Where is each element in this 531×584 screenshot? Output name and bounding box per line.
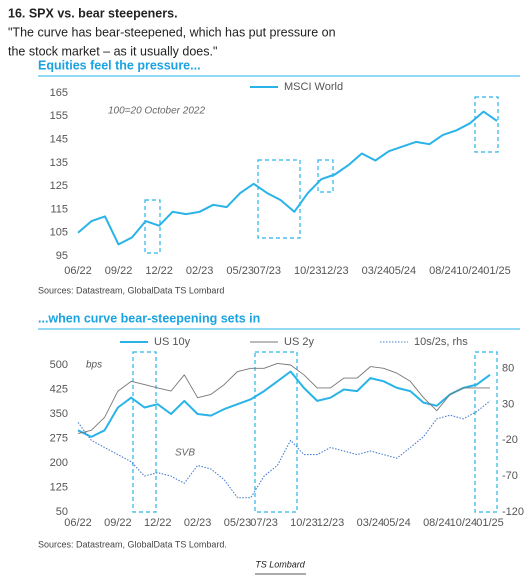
y-tick-label: 350: [50, 408, 68, 420]
y-tick-label: 165: [50, 87, 68, 99]
source: Sources: Datastream, GlobalData TS Lomba…: [38, 539, 227, 549]
y-tick-label: 155: [50, 110, 68, 122]
highlight-box: [474, 96, 499, 153]
y2-tick-label: -20: [502, 434, 518, 446]
x-tick-label: 12/22: [145, 265, 173, 277]
x-tick-label: 10/23: [294, 265, 322, 277]
highlight-box: [474, 351, 498, 513]
y-tick-label: 275: [50, 432, 68, 444]
x-tick-label: 06/22: [64, 517, 92, 529]
highlight-box: [257, 159, 301, 239]
header-title: 16. SPX vs. bear steepeners.: [8, 6, 178, 20]
x-tick-label: 05/23: [224, 517, 252, 529]
highlight-boxes: [132, 96, 499, 513]
source: Sources: Datastream, GlobalData TS Lomba…: [38, 285, 224, 295]
legend-label: MSCI World: [284, 81, 343, 93]
y-tick-label: 145: [50, 133, 68, 145]
y-tick-label: 50: [56, 506, 68, 518]
x-tick-label: 10/24: [456, 265, 484, 277]
legend-label: US 10y: [154, 336, 191, 348]
annotation: SVB: [175, 448, 195, 459]
y2-tick-label: 80: [502, 362, 514, 374]
x-tick-label: 10/23: [290, 517, 318, 529]
annotation: 100=20 October 2022: [108, 106, 205, 117]
header-quote-2: the stock market – as it usually does.": [8, 44, 217, 58]
y2-tick-label: -70: [502, 470, 518, 482]
x-tick-label: 03/24: [362, 265, 390, 277]
y-tick-label: 200: [50, 457, 68, 469]
x-tick-label: 02/23: [184, 517, 212, 529]
unit-label: bps: [86, 360, 102, 371]
x-tick-label: 06/22: [64, 265, 92, 277]
x-tick-label: 05/24: [383, 517, 411, 529]
y-tick-label: 95: [56, 250, 68, 262]
y-tick-label: 115: [50, 203, 68, 215]
y-tick-label: 425: [50, 383, 68, 395]
y-tick-label: 125: [50, 180, 68, 192]
y-tick-label: 135: [50, 157, 68, 169]
x-tick-label: 01/25: [476, 517, 504, 529]
x-tick-label: 07/23: [250, 517, 278, 529]
y-tick-label: 105: [50, 227, 68, 239]
highlight-box: [254, 351, 298, 513]
chart-title: ...when curve bear-steepening sets in: [38, 311, 260, 325]
x-tick-label: 08/24: [429, 265, 457, 277]
x-tick-label: 01/25: [483, 265, 511, 277]
legend-label: US 2y: [284, 336, 314, 348]
x-tick-label: 08/24: [423, 517, 451, 529]
series-line: [77, 370, 491, 438]
highlight-box: [132, 351, 157, 513]
y-tick-label: 125: [50, 481, 68, 493]
y2-tick-label: 30: [502, 398, 514, 410]
series-line: [77, 362, 490, 435]
y-tick-label: 500: [50, 359, 68, 371]
x-tick-label: 02/23: [186, 265, 214, 277]
x-tick-label: 09/22: [104, 517, 132, 529]
footer: TS Lombard: [255, 559, 306, 569]
y2-tick-label: -120: [502, 506, 524, 518]
x-tick-label: 10/24: [450, 517, 478, 529]
series-line: [77, 400, 491, 499]
x-tick-label: 12/23: [321, 265, 349, 277]
x-tick-label: 03/24: [357, 517, 385, 529]
highlight-box: [144, 199, 161, 254]
x-tick-label: 12/22: [144, 517, 172, 529]
chart-title: Equities feel the pressure...: [38, 58, 201, 72]
series-line: [77, 110, 498, 246]
x-tick-label: 05/23: [226, 265, 254, 277]
x-tick-label: 07/23: [253, 265, 281, 277]
header-quote: "The curve has bear-steepened, which has…: [8, 25, 336, 39]
legend-label: 10s/2s, rhs: [414, 336, 468, 348]
x-tick-label: 05/24: [389, 265, 417, 277]
x-tick-label: 09/22: [105, 265, 133, 277]
x-tick-label: 12/23: [317, 517, 345, 529]
